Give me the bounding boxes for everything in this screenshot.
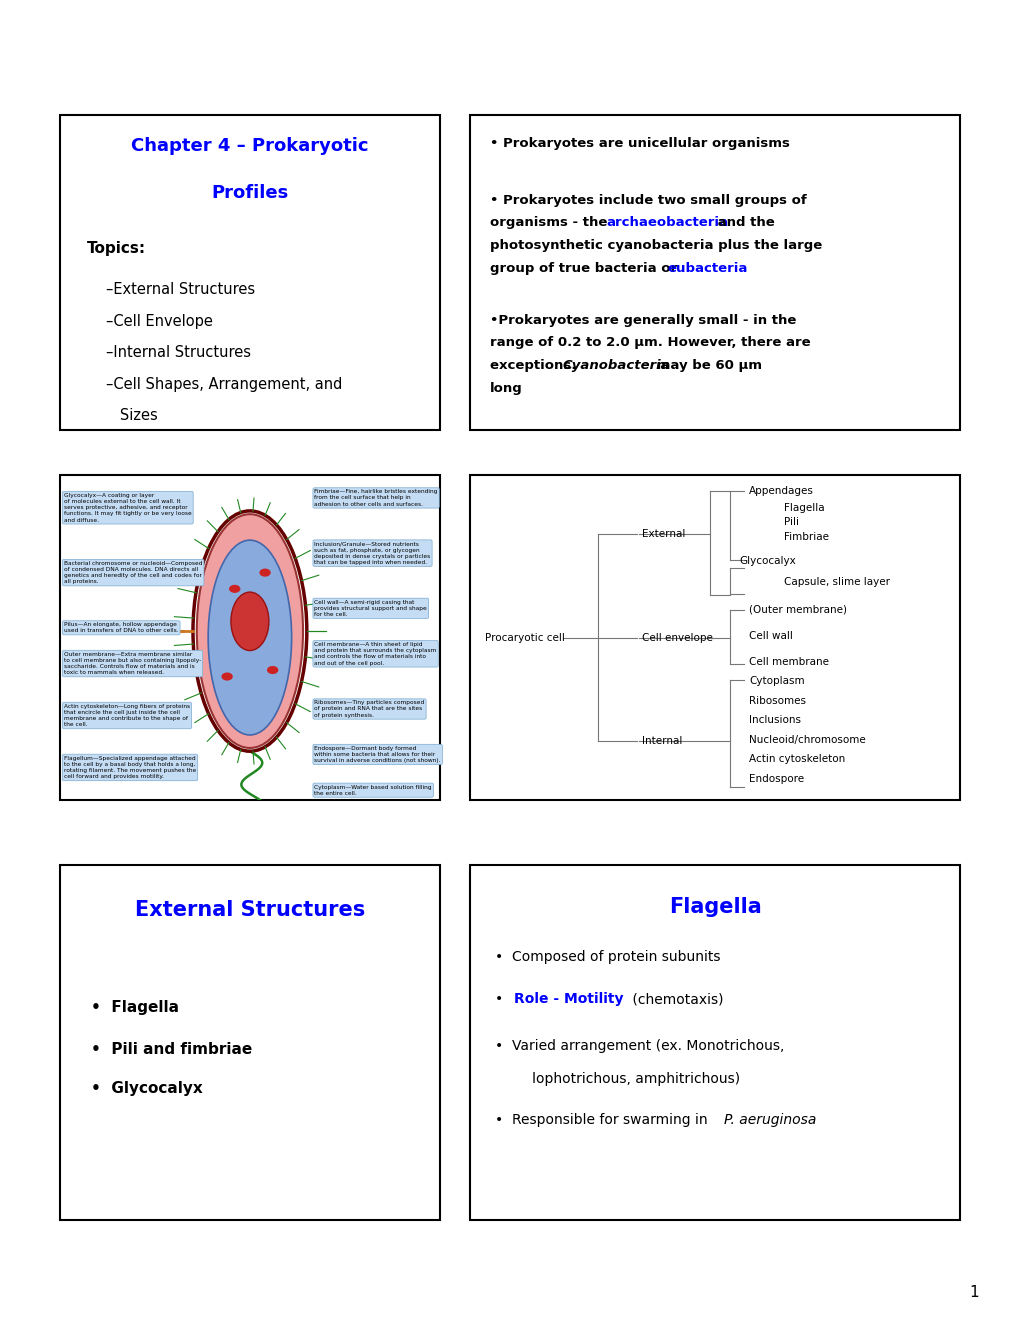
Text: Inclusion/Granule—Stored nutrients
such as fat, phosphate, or glycogen
deposited: Inclusion/Granule—Stored nutrients such … (314, 541, 430, 565)
Text: •: • (494, 993, 512, 1006)
Text: and the: and the (712, 216, 774, 230)
FancyBboxPatch shape (60, 115, 439, 430)
Text: • Prokaryotes include two small groups of: • Prokaryotes include two small groups o… (489, 194, 806, 207)
Text: Procaryotic cell: Procaryotic cell (484, 632, 565, 643)
Ellipse shape (197, 515, 303, 748)
Ellipse shape (221, 672, 232, 681)
Text: Actin cytoskeleton: Actin cytoskeleton (749, 754, 845, 764)
FancyBboxPatch shape (60, 475, 439, 800)
Text: •  Varied arrangement (ex. Monotrichous,: • Varied arrangement (ex. Monotrichous, (494, 1039, 784, 1052)
Text: group of true bacteria or: group of true bacteria or (489, 261, 681, 275)
Text: • Prokaryotes are unicellular organisms: • Prokaryotes are unicellular organisms (489, 137, 789, 150)
Text: Profiles: Profiles (211, 185, 288, 202)
Text: Flagellum—Specialized appendage attached
to the cell by a basal body that holds : Flagellum—Specialized appendage attached… (64, 755, 196, 779)
Text: Capsule, slime layer: Capsule, slime layer (783, 577, 889, 587)
Text: Bacterial chromosome or nucleoid—Composed
of condensed DNA molecules. DNA direct: Bacterial chromosome or nucleoid—Compose… (64, 561, 203, 585)
Text: –External Structures: –External Structures (106, 282, 255, 297)
Text: Sizes: Sizes (106, 408, 157, 424)
Text: –Cell Shapes, Arrangement, and: –Cell Shapes, Arrangement, and (106, 376, 341, 392)
Text: •  Flagella: • Flagella (91, 999, 178, 1015)
Text: eubacteria: eubacteria (666, 261, 747, 275)
Text: Flagella: Flagella (668, 896, 760, 916)
Text: Fimbriae: Fimbriae (783, 532, 827, 543)
Text: Cytoplasm: Cytoplasm (749, 676, 804, 686)
FancyBboxPatch shape (470, 475, 959, 800)
Text: (Outer membrane): (Outer membrane) (749, 605, 847, 615)
Text: Outer membrane—Extra membrane similar
to cell membrane but also containing lipop: Outer membrane—Extra membrane similar to… (64, 652, 201, 676)
Ellipse shape (267, 667, 278, 675)
Text: Glycocalyx: Glycocalyx (739, 556, 796, 566)
Text: –Cell Envelope: –Cell Envelope (106, 314, 212, 329)
Text: Inclusions: Inclusions (749, 715, 801, 726)
Text: External Structures: External Structures (135, 900, 365, 920)
Text: •  Pili and fimbriae: • Pili and fimbriae (91, 1043, 252, 1057)
Ellipse shape (230, 593, 269, 651)
Text: long: long (489, 381, 522, 395)
Text: Actin cytoskeleton—Long fibers of proteins
that encircle the cell just inside th: Actin cytoskeleton—Long fibers of protei… (64, 704, 190, 727)
Text: Fimbriae—Fine, hairlike bristles extending
from the cell surface that help in
ad: Fimbriae—Fine, hairlike bristles extendi… (314, 490, 437, 507)
Text: Ribosomes: Ribosomes (749, 696, 805, 706)
Text: Cyanobacteria: Cyanobacteria (561, 359, 669, 372)
Text: External: External (641, 528, 685, 539)
Text: Nucleoid/chromosome: Nucleoid/chromosome (749, 735, 865, 744)
Text: Endospore—Dormant body formed
within some bacteria that allows for their
surviva: Endospore—Dormant body formed within som… (314, 746, 440, 763)
FancyBboxPatch shape (470, 115, 959, 430)
Text: photosynthetic cyanobacteria plus the large: photosynthetic cyanobacteria plus the la… (489, 239, 821, 252)
Text: •  Glycocalyx: • Glycocalyx (91, 1081, 202, 1096)
Text: range of 0.2 to 2.0 μm. However, there are: range of 0.2 to 2.0 μm. However, there a… (489, 337, 810, 350)
Text: Topics:: Topics: (87, 242, 146, 256)
Text: lophotrichous, amphitrichous): lophotrichous, amphitrichous) (519, 1072, 740, 1086)
Text: •  Responsible for swarming in: • Responsible for swarming in (494, 1113, 711, 1127)
Text: Internal: Internal (641, 737, 682, 747)
Text: Chapter 4 – Prokaryotic: Chapter 4 – Prokaryotic (131, 137, 368, 154)
Text: Pili: Pili (783, 517, 798, 527)
Text: exceptions.: exceptions. (489, 359, 585, 372)
Text: archaeobacteria: archaeobacteria (605, 216, 728, 230)
Text: 1: 1 (969, 1286, 978, 1300)
Text: Cytoplasm—Water based solution filling
the entire cell.: Cytoplasm—Water based solution filling t… (314, 784, 431, 796)
Text: Pilus—An elongate, hollow appendage
used in transfers of DNA to other cells.: Pilus—An elongate, hollow appendage used… (64, 622, 178, 634)
Text: Endospore: Endospore (749, 774, 804, 784)
Text: Role - Motility: Role - Motility (514, 993, 624, 1006)
Ellipse shape (229, 585, 240, 593)
Text: may be 60 μm: may be 60 μm (651, 359, 761, 372)
Text: Flagella: Flagella (783, 503, 823, 512)
Ellipse shape (208, 540, 291, 735)
Ellipse shape (259, 569, 270, 577)
Text: Cell membrane—A thin sheet of lipid
and protein that surrounds the cytoplasm
and: Cell membrane—A thin sheet of lipid and … (314, 642, 436, 665)
Text: •  Composed of protein subunits: • Composed of protein subunits (494, 950, 719, 964)
FancyBboxPatch shape (60, 865, 439, 1220)
FancyBboxPatch shape (470, 865, 959, 1220)
Text: Cell wall: Cell wall (749, 631, 793, 642)
Text: P. aeruginosa: P. aeruginosa (723, 1113, 815, 1127)
Text: Appendages: Appendages (749, 487, 813, 496)
Text: (chemotaxis): (chemotaxis) (628, 993, 722, 1006)
Text: –Internal Structures: –Internal Structures (106, 345, 251, 360)
Text: Cell wall—A semi-rigid casing that
provides structural support and shape
for the: Cell wall—A semi-rigid casing that provi… (314, 599, 427, 616)
Text: Cell membrane: Cell membrane (749, 657, 828, 667)
Text: •Prokaryotes are generally small - in the: •Prokaryotes are generally small - in th… (489, 314, 796, 326)
Text: Ribosomes—Tiny particles composed
of protein and RNA that are the sites
of prote: Ribosomes—Tiny particles composed of pro… (314, 701, 424, 718)
Text: organisms - the: organisms - the (489, 216, 611, 230)
Text: Cell envelope: Cell envelope (641, 632, 711, 643)
Text: Glycocalyx—A coating or layer
of molecules external to the cell wall. It
serves : Glycocalyx—A coating or layer of molecul… (64, 492, 192, 523)
